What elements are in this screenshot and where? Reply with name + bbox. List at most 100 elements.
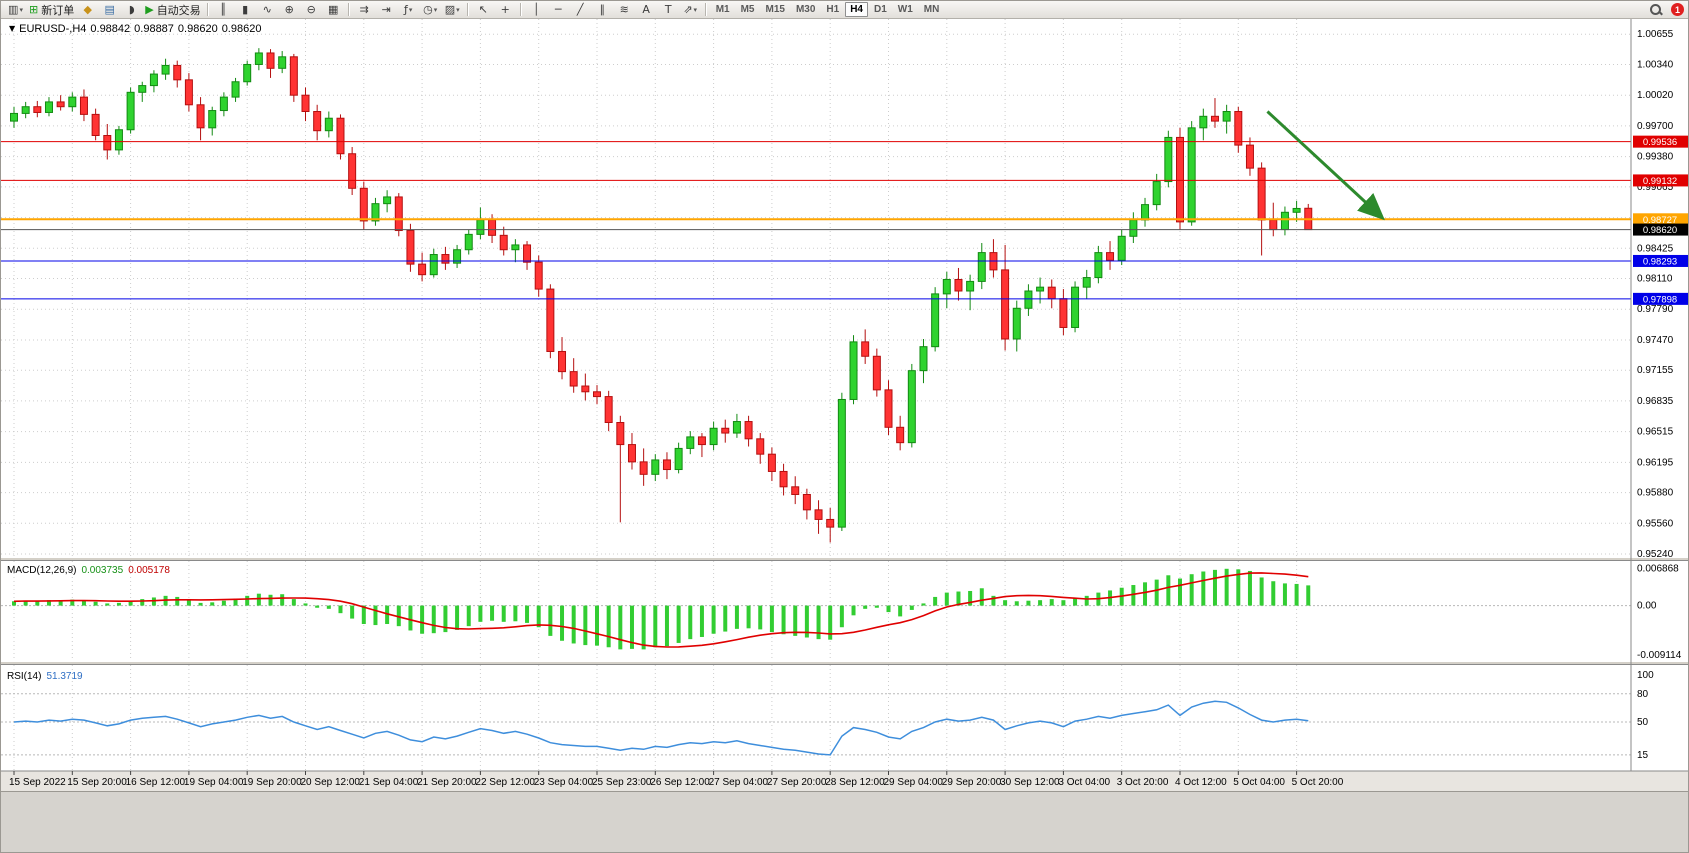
templates-button[interactable]: ▨ ▾	[442, 2, 463, 17]
svg-text:4 Oct 12:00: 4 Oct 12:00	[1175, 777, 1227, 788]
timeframe-h1[interactable]: H1	[826, 4, 840, 15]
timeframe-m1[interactable]: M1	[715, 4, 730, 15]
svg-text:0.98110: 0.98110	[1637, 274, 1673, 285]
svg-text:0.95880: 0.95880	[1637, 488, 1674, 499]
svg-text:1.00340: 1.00340	[1637, 59, 1674, 70]
timeframe-h4[interactable]: H4	[845, 2, 868, 17]
periods-button[interactable]: ◷ ▾	[420, 2, 441, 17]
main-toolbar: ▥ ▾ ⊞ 新订单 ◆ ▤ ◗ ▶ 自动交易 ║ ▮ ∿ ⊕ ⊖ ▦ ⇉ ⇥ ƒ ▾ ◷…	[1, 1, 1688, 19]
zoom-in-button[interactable]: ⊕	[279, 2, 300, 17]
line-chart-button[interactable]: ∿	[257, 2, 278, 17]
auto-scroll-icon: ⇉	[359, 3, 369, 16]
svg-text:0.99536: 0.99536	[1643, 137, 1677, 148]
arrows-button[interactable]: ⇗ ▾	[680, 2, 701, 17]
clock-icon: ◷	[423, 3, 433, 16]
autotrading-label: 自动交易	[156, 3, 201, 17]
timeframe-d1[interactable]: D1	[874, 4, 887, 15]
arrow-tool-icon: ⇗	[683, 3, 693, 16]
trendline-icon: ╱	[576, 3, 584, 16]
svg-text:20 Sep 12:00: 20 Sep 12:00	[301, 777, 361, 788]
svg-text:50: 50	[1637, 717, 1649, 728]
sound-icon: ◗	[128, 3, 135, 16]
rsi-header: RSI(14) 51.3719	[7, 671, 88, 682]
crosshair-button[interactable]: +	[495, 2, 516, 17]
svg-text:0.00: 0.00	[1637, 601, 1657, 612]
templates-icon: ▨	[444, 3, 456, 16]
horizontal-line-icon: ─	[554, 3, 562, 16]
timeframe-m15[interactable]: M15	[765, 4, 785, 15]
svg-text:23 Sep 04:00: 23 Sep 04:00	[534, 777, 594, 788]
tile-windows-button[interactable]: ▦	[323, 2, 344, 17]
auto-scroll-button[interactable]: ⇉	[354, 2, 375, 17]
text-button[interactable]: A	[636, 2, 657, 17]
svg-text:0.95560: 0.95560	[1637, 518, 1674, 529]
ohlc-open: 0.98842	[90, 23, 131, 35]
bottom-filler	[1, 791, 1688, 852]
fibonacci-button[interactable]: ≋	[614, 2, 635, 17]
svg-text:19 Sep 04:00: 19 Sep 04:00	[184, 777, 244, 788]
macd-signal-value: 0.005178	[128, 565, 170, 576]
toolbar-separator	[347, 3, 350, 16]
symbol-dropdown-icon[interactable]: ▼	[9, 24, 16, 33]
new-chart-button[interactable]: ▥ ▾	[5, 2, 26, 17]
svg-text:3 Oct 20:00: 3 Oct 20:00	[1117, 777, 1169, 788]
rsi-value: 51.3719	[46, 671, 83, 682]
search-button[interactable]	[1645, 2, 1666, 17]
play-icon: ▶	[145, 3, 154, 16]
zoom-out-icon: ⊖	[306, 3, 316, 16]
svg-text:0.98293: 0.98293	[1643, 256, 1677, 267]
channel-button[interactable]: ∥	[592, 2, 613, 17]
bars-chart-button[interactable]: ║	[213, 2, 234, 17]
ohlc-low: 0.98620	[177, 23, 218, 35]
svg-text:0.99700: 0.99700	[1637, 121, 1674, 132]
svg-text:30 Sep 12:00: 30 Sep 12:00	[1000, 777, 1060, 788]
timeframe-w1[interactable]: W1	[897, 4, 913, 15]
svg-text:0.96195: 0.96195	[1637, 457, 1674, 468]
chevron-down-icon: ▾	[408, 5, 413, 14]
svg-text:0.97470: 0.97470	[1637, 335, 1674, 346]
cursor-button[interactable]: ↖	[473, 2, 494, 17]
chevron-down-icon: ▾	[456, 5, 460, 14]
zoom-out-button[interactable]: ⊖	[301, 2, 322, 17]
chevron-down-icon: ▾	[693, 5, 698, 14]
svg-text:15: 15	[1637, 750, 1649, 761]
svg-text:27 Sep 20:00: 27 Sep 20:00	[767, 777, 827, 788]
vertical-line-button[interactable]: │	[526, 2, 547, 17]
svg-text:26 Sep 12:00: 26 Sep 12:00	[650, 777, 710, 788]
svg-text:0.96515: 0.96515	[1637, 427, 1674, 438]
chevron-down-icon: ▾	[19, 5, 23, 14]
toolbar-separator	[466, 3, 469, 16]
trendline-button[interactable]: ╱	[570, 2, 591, 17]
profiles-icon: ▤	[104, 3, 115, 16]
svg-text:-0.009114: -0.009114	[1637, 650, 1682, 661]
indicators-icon: ƒ	[403, 3, 408, 16]
new-order-button[interactable]: ⊞ 新订单	[27, 2, 76, 17]
svg-text:29 Sep 20:00: 29 Sep 20:00	[942, 777, 1002, 788]
sound-button[interactable]: ◗	[121, 2, 142, 17]
mql-wizard-button[interactable]: ◆	[77, 2, 98, 17]
timeframe-mn[interactable]: MN	[923, 4, 940, 15]
horizontal-line-button[interactable]: ─	[548, 2, 569, 17]
timeframe-m5[interactable]: M5	[740, 4, 755, 15]
candlestick-chart-button[interactable]: ▮	[235, 2, 256, 17]
svg-text:0.99132: 0.99132	[1643, 176, 1677, 187]
indicators-button[interactable]: ƒ ▾	[398, 2, 419, 17]
svg-text:80: 80	[1637, 689, 1649, 700]
candlestick-chart-icon: ▮	[242, 3, 249, 16]
svg-text:1.00655: 1.00655	[1637, 29, 1674, 40]
chart-shift-button[interactable]: ⇥	[376, 2, 397, 17]
text-label-button[interactable]: T	[658, 2, 679, 17]
profiles-button[interactable]: ▤	[99, 2, 120, 17]
svg-text:15 Sep 2022: 15 Sep 2022	[9, 777, 66, 788]
vertical-line-icon: │	[532, 3, 540, 16]
timeframe-m30[interactable]: M30	[795, 4, 816, 15]
bars-chart-icon: ║	[219, 3, 227, 16]
svg-text:0.96835: 0.96835	[1637, 396, 1674, 407]
alert-badge[interactable]: 1	[1671, 3, 1684, 16]
chevron-down-icon: ▾	[433, 5, 438, 14]
new-order-icon: ⊞	[29, 3, 39, 16]
autotrading-button[interactable]: ▶ 自动交易	[143, 2, 202, 17]
search-icon	[1648, 2, 1663, 17]
